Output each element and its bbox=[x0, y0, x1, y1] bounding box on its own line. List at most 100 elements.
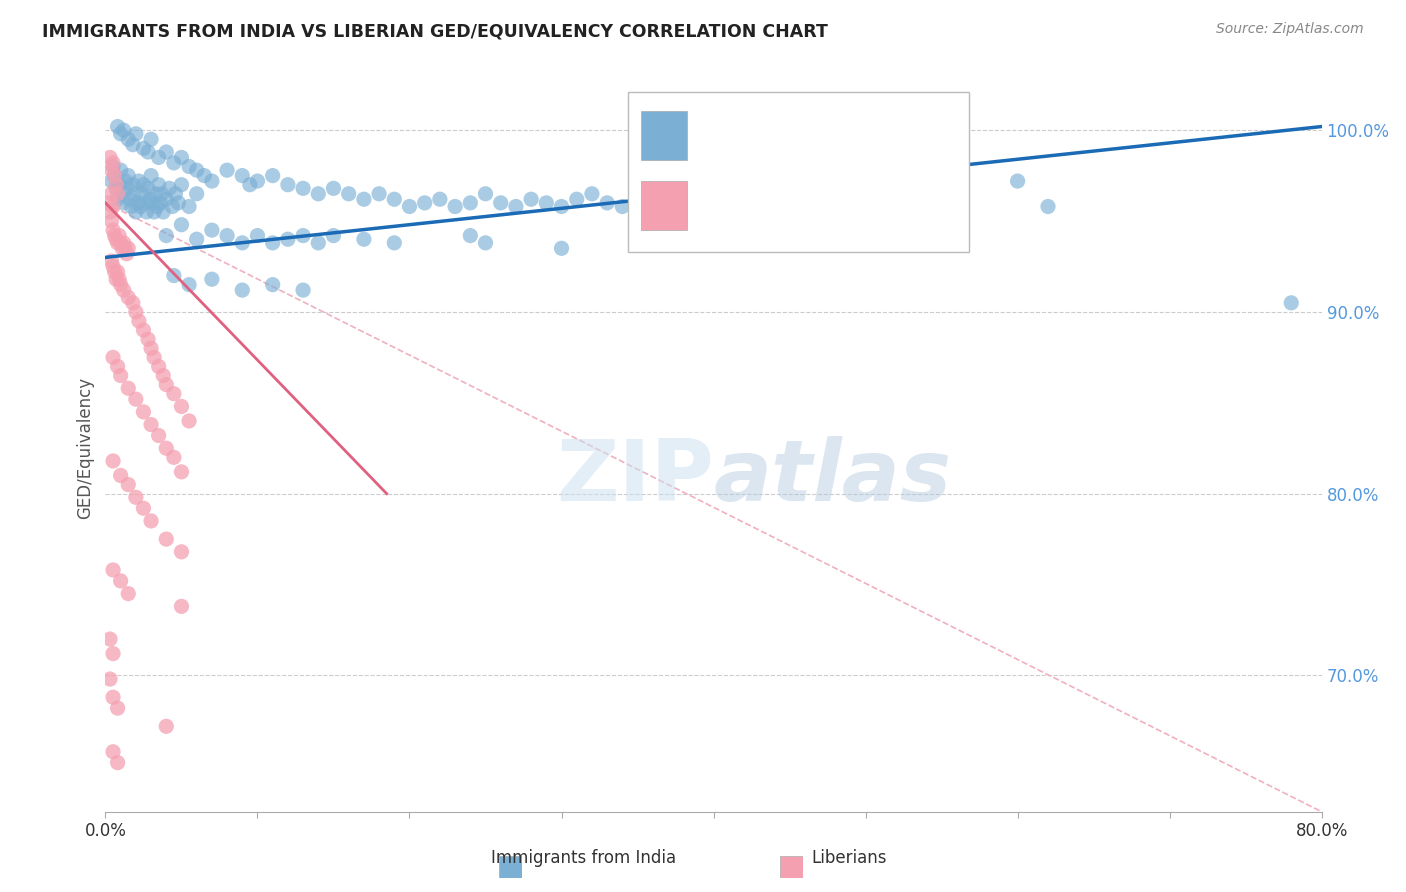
FancyBboxPatch shape bbox=[780, 856, 803, 878]
Point bbox=[111, 186, 134, 201]
Point bbox=[131, 186, 153, 201]
Point bbox=[101, 223, 124, 237]
Point bbox=[101, 647, 124, 661]
Point bbox=[155, 145, 177, 159]
Point bbox=[626, 235, 648, 250]
Point bbox=[118, 192, 141, 206]
Point bbox=[155, 228, 177, 243]
Point bbox=[135, 205, 157, 219]
Point bbox=[150, 186, 173, 201]
Point bbox=[136, 332, 159, 346]
Point bbox=[100, 186, 122, 201]
Point bbox=[657, 200, 679, 214]
Point bbox=[612, 200, 634, 214]
Point bbox=[201, 223, 224, 237]
Point bbox=[155, 532, 177, 546]
Point bbox=[121, 137, 143, 152]
Point bbox=[101, 454, 124, 468]
Text: Liberians: Liberians bbox=[811, 849, 887, 867]
Point bbox=[672, 195, 695, 210]
Point bbox=[139, 341, 162, 355]
Point bbox=[307, 235, 329, 250]
Point bbox=[458, 228, 481, 243]
Point bbox=[100, 254, 122, 268]
Point bbox=[152, 205, 174, 219]
Point bbox=[292, 283, 315, 297]
Point bbox=[117, 290, 139, 304]
Point bbox=[155, 192, 177, 206]
Point bbox=[307, 186, 329, 201]
Point bbox=[108, 272, 131, 286]
Text: atlas: atlas bbox=[713, 436, 952, 519]
Point bbox=[162, 200, 184, 214]
Point bbox=[155, 719, 177, 733]
Point bbox=[129, 200, 152, 214]
Point bbox=[121, 178, 143, 192]
Point bbox=[152, 368, 174, 383]
Point bbox=[277, 232, 299, 246]
Point bbox=[125, 491, 148, 505]
Point bbox=[105, 272, 128, 286]
Text: Immigrants from India: Immigrants from India bbox=[491, 849, 676, 867]
Point bbox=[193, 169, 215, 183]
Point bbox=[132, 405, 155, 419]
Point bbox=[107, 192, 129, 206]
Point bbox=[1007, 174, 1029, 188]
Point bbox=[239, 178, 262, 192]
Point bbox=[155, 442, 177, 455]
Point bbox=[177, 200, 200, 214]
Point bbox=[112, 235, 135, 250]
Text: Source: ZipAtlas.com: Source: ZipAtlas.com bbox=[1216, 22, 1364, 37]
Point bbox=[170, 218, 193, 232]
Text: R =   0.297   N = 123: R = 0.297 N = 123 bbox=[700, 127, 928, 145]
Point bbox=[139, 514, 162, 528]
Point bbox=[103, 169, 125, 183]
Point bbox=[322, 228, 344, 243]
Point bbox=[186, 186, 208, 201]
Point bbox=[100, 214, 122, 228]
Point bbox=[100, 174, 122, 188]
Point bbox=[139, 417, 162, 432]
Point bbox=[98, 672, 121, 686]
Point bbox=[474, 235, 496, 250]
Point bbox=[110, 277, 132, 292]
Point bbox=[121, 295, 143, 310]
Point bbox=[107, 359, 129, 374]
Point bbox=[149, 195, 172, 210]
Point bbox=[112, 123, 135, 137]
Point bbox=[117, 477, 139, 491]
Point bbox=[177, 277, 200, 292]
Point bbox=[112, 283, 135, 297]
Point bbox=[217, 228, 239, 243]
Point bbox=[143, 351, 166, 365]
Point bbox=[839, 205, 862, 219]
Point bbox=[105, 181, 128, 195]
Point bbox=[107, 701, 129, 715]
Point bbox=[114, 174, 136, 188]
Point bbox=[97, 195, 120, 210]
Point bbox=[550, 200, 572, 214]
FancyBboxPatch shape bbox=[641, 111, 688, 161]
Point bbox=[125, 127, 148, 141]
Point bbox=[103, 265, 125, 279]
Point bbox=[565, 192, 588, 206]
Point bbox=[139, 132, 162, 146]
Point bbox=[177, 414, 200, 428]
Point bbox=[170, 465, 193, 479]
Point bbox=[398, 200, 420, 214]
Point bbox=[105, 178, 128, 192]
Point bbox=[101, 200, 124, 214]
Point bbox=[132, 323, 155, 337]
Point bbox=[201, 272, 224, 286]
Point bbox=[165, 186, 187, 201]
Text: ZIP: ZIP bbox=[555, 436, 713, 519]
Y-axis label: GED/Equivalency: GED/Equivalency bbox=[76, 377, 94, 519]
Point bbox=[98, 632, 121, 646]
Point bbox=[163, 386, 186, 401]
Point bbox=[128, 174, 150, 188]
Point bbox=[148, 151, 170, 165]
Point bbox=[127, 195, 149, 210]
Point bbox=[353, 232, 375, 246]
Point bbox=[201, 174, 224, 188]
Point bbox=[382, 235, 405, 250]
